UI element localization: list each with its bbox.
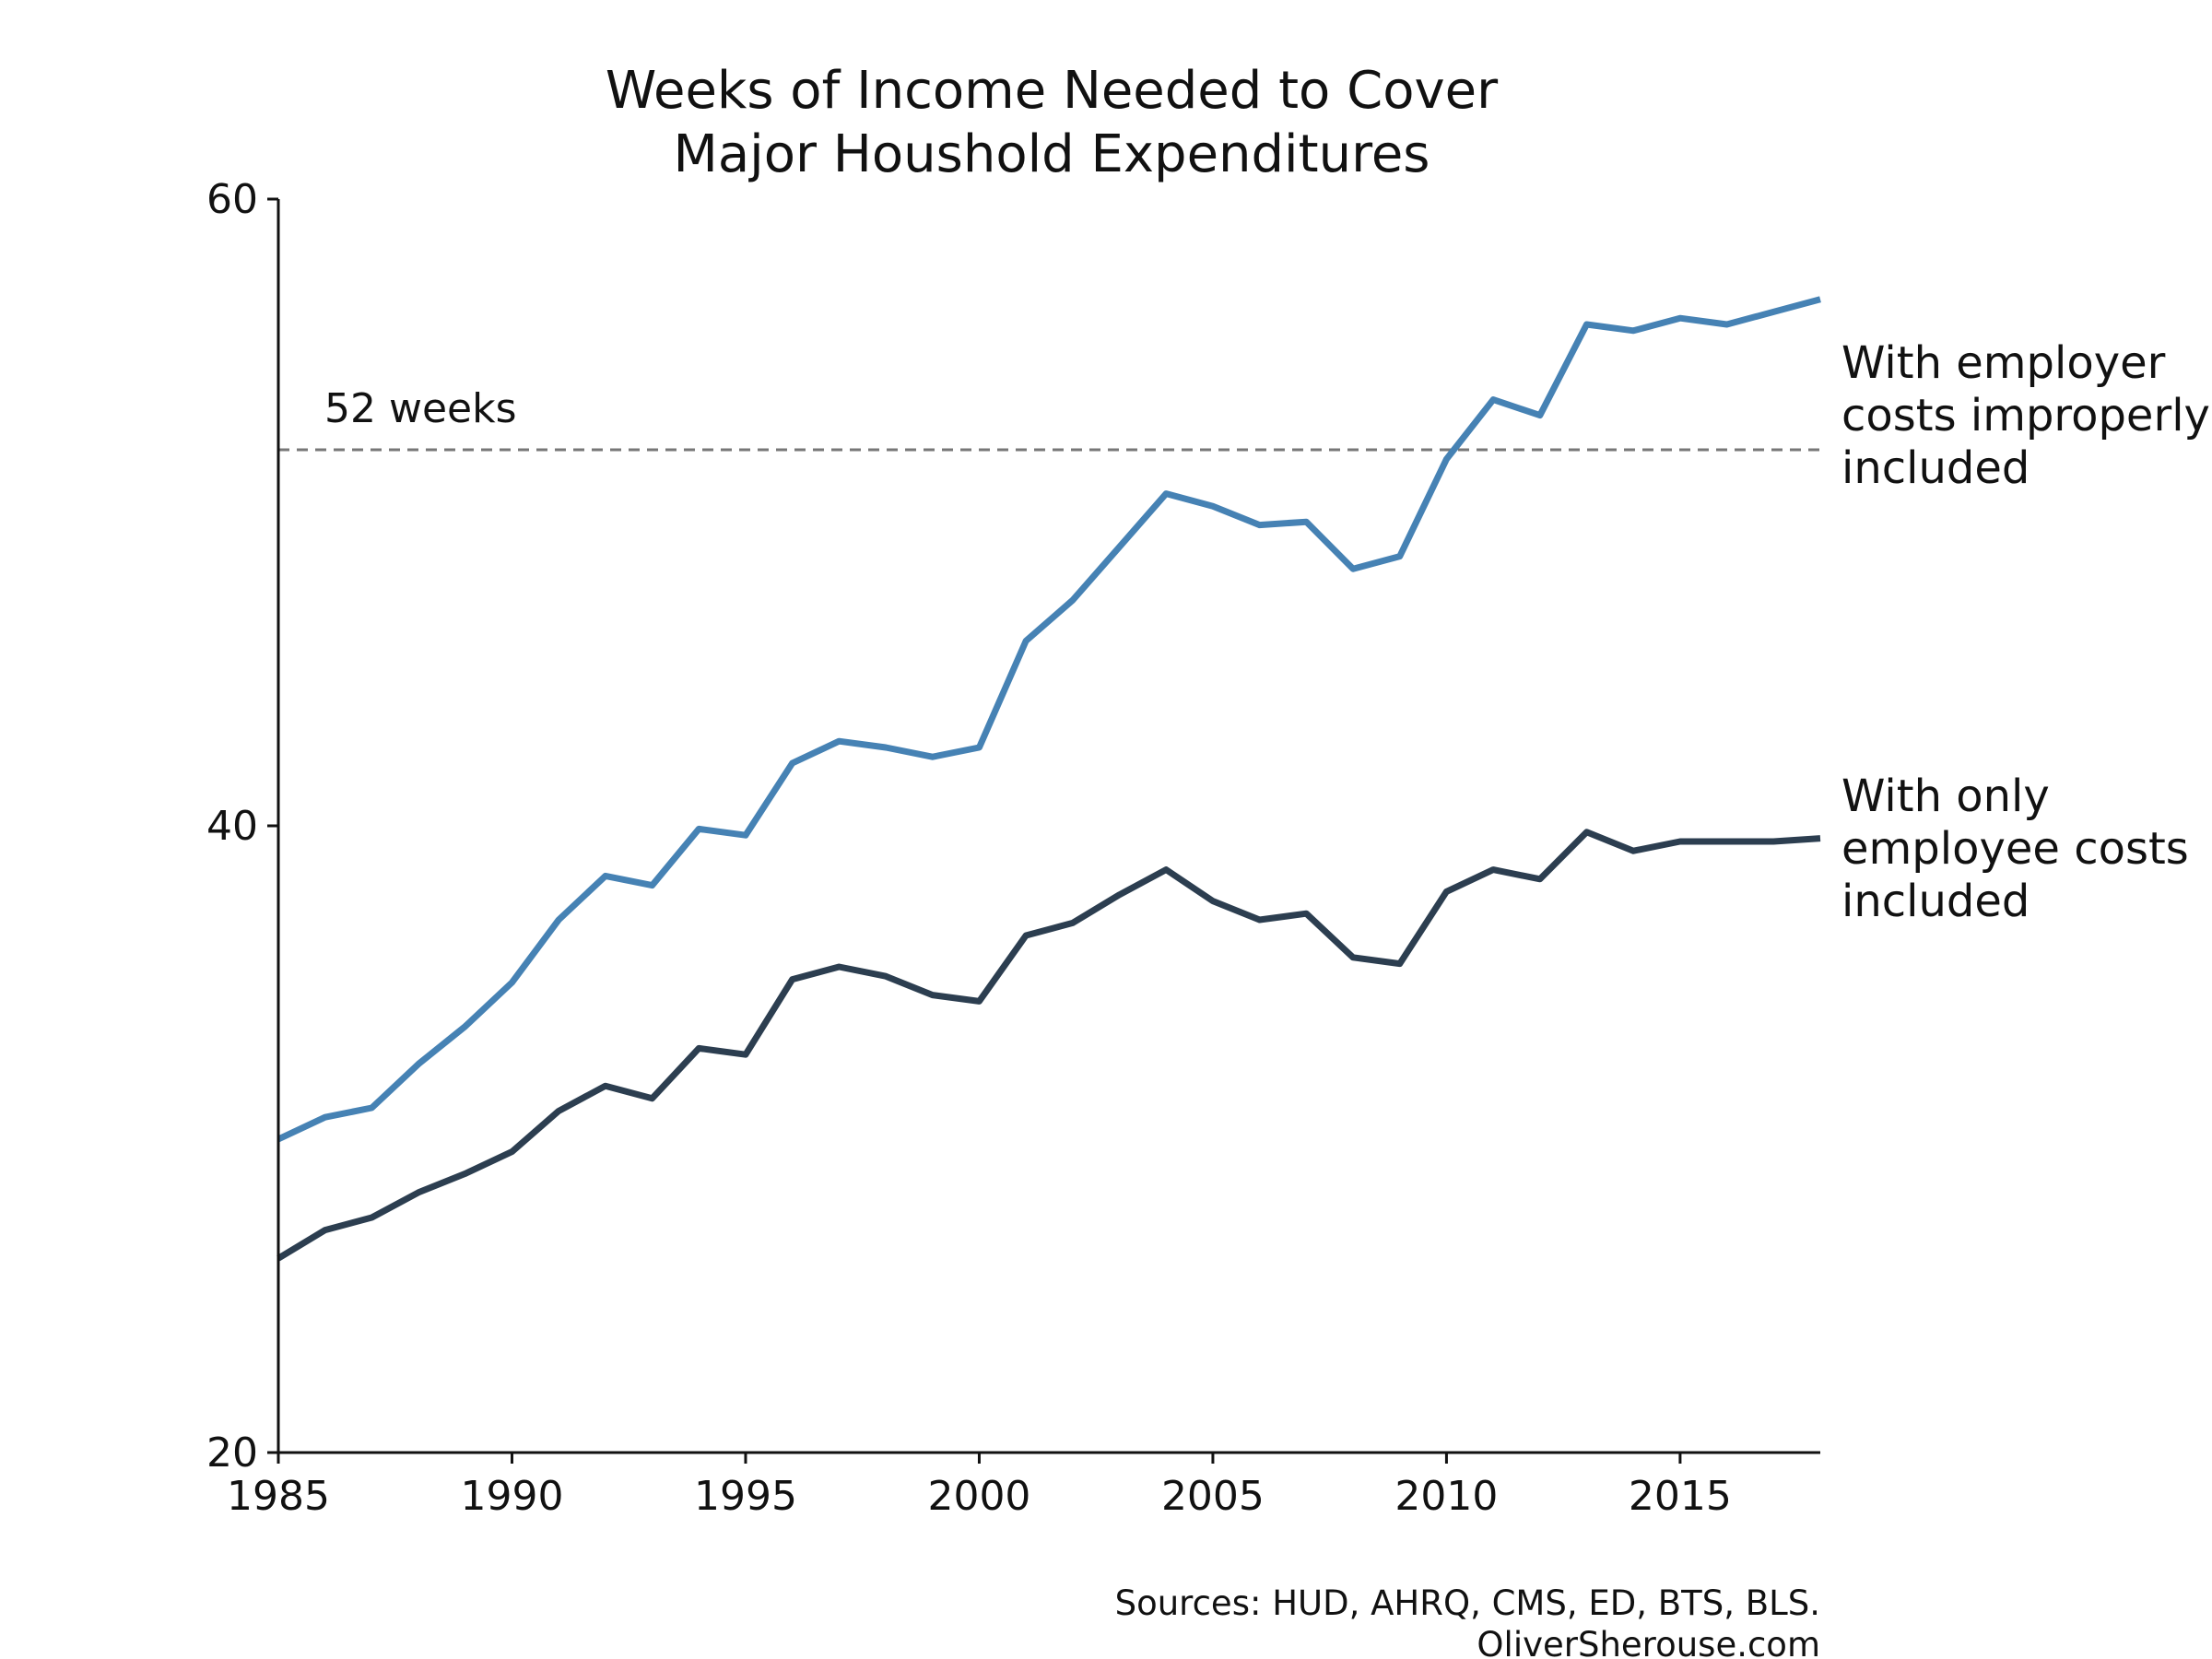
series-1-label-line-1: With employer [1841, 337, 2166, 389]
series-2-label: With only employee costs included [1841, 771, 2203, 927]
series-2-label-line-2: employee costs [1841, 823, 2189, 875]
x-tick-label: 2010 [1394, 1473, 1498, 1520]
chart-title-line-1: Weeks of Income Needed to Cover [606, 61, 1499, 121]
reference-line-group: 52 weeks [278, 385, 1820, 452]
x-tick-label: 2005 [1161, 1473, 1265, 1520]
y-axis-ticks: 20 40 60 [206, 176, 278, 1477]
series-2-label-line-3: included [1841, 876, 2030, 927]
chart-title-line-2: Major Houshold Expenditures [674, 124, 1430, 184]
series-1-label-line-2: costs improperly [1841, 390, 2210, 441]
series-2-label-line-1: With only [1841, 771, 2050, 822]
x-tick-label: 2000 [927, 1473, 1030, 1520]
reference-line-label: 52 weeks [324, 385, 517, 432]
x-tick-label: 1995 [694, 1473, 797, 1520]
series-1-label: With employer costs improperly included [1841, 337, 2212, 494]
y-tick-label: 40 [206, 803, 258, 850]
y-tick-label: 60 [206, 176, 258, 223]
y-tick-label: 20 [206, 1430, 258, 1477]
series-labels: With employer costs improperly included … [1841, 337, 2212, 927]
sources-line-2: OliverSherouse.com [1477, 1625, 1820, 1659]
series-2-line [276, 829, 1821, 1262]
x-tick-label: 1990 [460, 1473, 563, 1520]
x-tick-label: 1985 [227, 1473, 330, 1520]
series-1-label-line-3: included [1841, 442, 2030, 494]
series-1-line [276, 296, 1821, 1143]
sources-line-1: Sources: HUD, AHRQ, CMS, ED, BTS, BLS. [1115, 1583, 1820, 1623]
x-tick-label: 2015 [1629, 1473, 1732, 1520]
x-axis-ticks: 1985 1990 1995 2000 2005 2010 2015 [227, 1453, 1732, 1520]
series-lines [276, 296, 1821, 1262]
